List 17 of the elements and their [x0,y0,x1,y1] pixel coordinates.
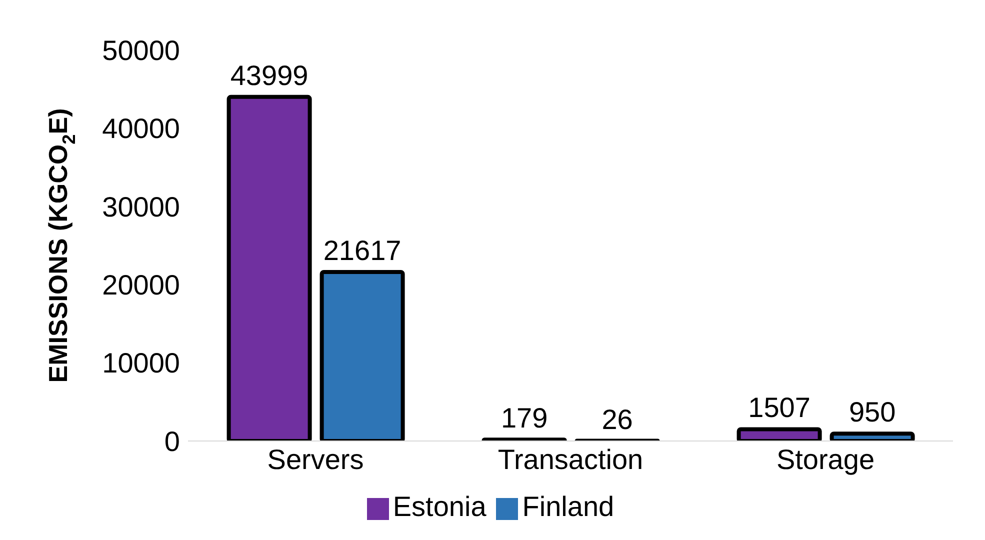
legend-label: Finland [522,491,614,522]
y-tick-label: 20000 [102,270,180,301]
x-tick-label: Storage [776,444,875,475]
y-tick-label: 50000 [102,34,180,66]
data-label: 950 [848,396,896,428]
data-label: 43999 [230,60,308,91]
y-tick-label: 10000 [102,348,180,379]
data-label: 179 [500,402,548,434]
y-tick-label: 40000 [102,113,180,144]
y-tick-label: 30000 [102,191,180,222]
x-tick-label: Transaction [498,444,644,475]
legend-label: Estonia [392,491,486,522]
x-tick-label: Servers [267,444,364,475]
y-tick-label: 0 [164,426,180,457]
data-label: 21617 [323,234,402,266]
data-label: 1507 [748,392,810,424]
data-label: 26 [602,404,633,435]
